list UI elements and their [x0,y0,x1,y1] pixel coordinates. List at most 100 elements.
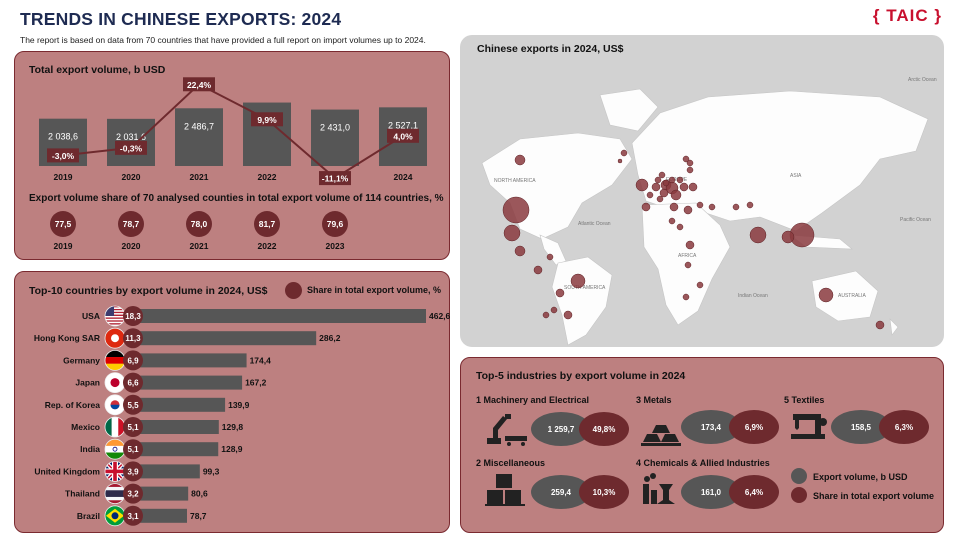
export-bubble [563,310,573,320]
boxes-icon [485,474,525,506]
country-label: Germany [63,355,100,365]
export-bubble [688,182,698,192]
flag-stripe [105,313,125,315]
country-value-label: 286,2 [319,333,341,343]
country-bar [138,309,426,323]
export-bubble [617,158,623,164]
flag-stripe [105,306,125,308]
icon-part [521,442,525,446]
share-year-label: 2019 [54,241,73,251]
flag-body [105,372,125,393]
industry-share-ellipse [579,475,629,509]
icon-part [793,414,821,420]
share-legend-label: Share in total export volume, % [307,285,442,295]
export-value-label: 2 431,0 [320,123,350,133]
export-value-label: 2 038,6 [48,132,78,142]
export-bubble [651,182,661,192]
world-map-panel[interactable]: Chinese exports in 2024, US$ NORTH AMERI… [460,35,944,347]
legend-volume-dot [791,468,807,484]
share-value-label: 78,7 [123,219,140,229]
industry-share-ellipse [579,412,629,446]
india-flag-icon [104,438,126,460]
export-bubble [635,178,649,192]
export-bubble [503,224,521,242]
flag-stripe [105,321,125,324]
continents [481,88,929,346]
share-year-label: 2020 [122,241,141,251]
growth-label: 9,9% [257,115,277,125]
map-label: Pacific Ocean [900,217,931,223]
industry-volume-ellipse [531,475,591,509]
flag-stripe [105,350,125,358]
usa-flag-icon [104,305,126,327]
country-label: India [80,444,100,454]
export-bubble [514,245,526,257]
icon-part [643,434,661,442]
mexico-flag-icon [104,416,126,438]
share-year-label: 2022 [258,241,277,251]
export-bubble [679,182,689,192]
industry-label: 2 Miscellaneous [476,458,545,468]
thailand-flag-icon [104,483,126,505]
growth-marker [47,148,79,163]
export-bar [175,108,223,166]
flag-stripe [105,307,125,309]
flag-stripe [105,445,125,453]
country-share-label: 3,9 [127,467,139,476]
flag-emblem [111,512,119,520]
industry-share-label: 6,3% [895,423,913,432]
export-value-label: 2 486,7 [184,121,214,131]
export-bubble [749,226,767,244]
flag-stripe [105,316,125,318]
growth-label: -3,0% [52,151,75,161]
growth-label: -0,3% [120,143,143,153]
export-bubble [669,202,679,212]
icon-part [496,474,512,488]
export-value-label: 2 031,6 [116,132,146,142]
growth-label: 22,4% [187,80,212,90]
flag-stripe [105,311,125,314]
flag-stripe [105,306,114,316]
export-bubble [654,176,662,184]
icon-part [641,443,681,446]
export-bubble [620,149,628,157]
export-bubble [682,155,690,163]
export-bubble [570,273,586,289]
icon-part [485,504,525,506]
country-share-circle [123,505,143,526]
export-value-label: 2 527,1 [388,120,418,130]
korea-flag-icon [104,394,126,416]
share-value-label: 77,5 [55,219,72,229]
growth-label: -11,1% [322,174,349,184]
icon-part [644,476,650,482]
country-label: Mexico [71,422,100,432]
icon-part [815,414,821,436]
germany-flag-icon [104,350,126,371]
country-share-label: 11,3 [125,334,141,343]
export-bubble [676,176,684,184]
country-share-label: 6,9 [127,356,139,365]
icon-part [507,442,511,446]
industry-volume-label: 161,0 [701,488,722,497]
icon-part [505,436,527,441]
icon-part [819,418,827,426]
country-value-label: 139,9 [228,400,250,410]
country-share-label: 6,6 [127,379,139,388]
flag-emblem [111,334,119,343]
country-share-label: 5,1 [127,423,139,432]
flag-body [105,483,125,504]
growth-marker [183,77,215,92]
industry-share-ellipse [729,410,779,444]
flag-stripe [105,363,125,371]
central-america-shape [539,234,567,266]
icon-part [657,484,675,504]
icon-part [487,490,503,504]
export-bubble [684,261,692,269]
new-zealand-shape [889,318,899,336]
export-bubble [646,191,654,199]
export-bubble [533,265,543,275]
icon-part [795,420,799,430]
export-bubble [686,159,694,167]
